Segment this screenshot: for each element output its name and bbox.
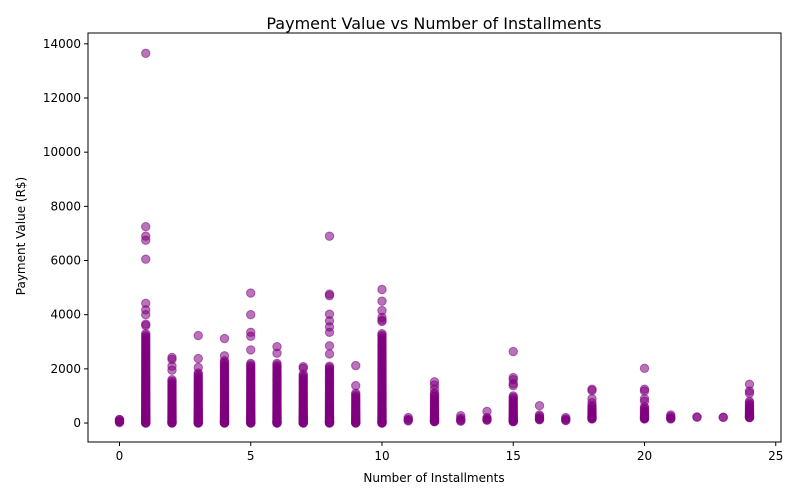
outlier-point xyxy=(272,348,282,358)
x-tick-label: 10 xyxy=(374,449,389,463)
data-point xyxy=(167,375,177,385)
data-point xyxy=(324,361,335,371)
outlier-point xyxy=(193,353,203,364)
outlier-point xyxy=(246,310,256,320)
x-tick-label: 5 xyxy=(247,449,255,463)
data-point xyxy=(692,412,702,422)
outlier-point xyxy=(219,351,230,361)
outlier-point xyxy=(744,388,755,398)
outlier-point xyxy=(377,296,387,306)
y-tick-label: 10000 xyxy=(43,145,81,159)
x-axis-label: Number of Installments xyxy=(363,471,504,485)
outlier-point xyxy=(324,291,335,301)
outlier-point xyxy=(456,411,466,421)
outlier-point xyxy=(508,380,518,391)
outlier-point xyxy=(219,333,230,344)
y-axis-ticks: 0 2000 4000 6000 8000 10000 12000 14000 xyxy=(43,37,88,430)
outlier-point xyxy=(351,360,361,371)
y-axis-label: Payment Value (R$) xyxy=(14,177,28,295)
y-tick-label: 0 xyxy=(73,416,81,430)
plot-frame xyxy=(87,32,782,443)
outlier-point xyxy=(114,416,125,427)
outlier-point xyxy=(193,330,203,341)
chart-title: Payment Value vs Number of Installments xyxy=(266,14,601,33)
data-points xyxy=(114,48,755,428)
outlier-point xyxy=(377,284,387,295)
data-point xyxy=(272,358,282,369)
outlier-point xyxy=(587,385,597,396)
outlier-point xyxy=(429,384,440,394)
data-point xyxy=(561,412,571,423)
y-tick-label: 8000 xyxy=(50,199,81,213)
x-axis-ticks: 0 5 10 15 20 25 xyxy=(116,442,783,463)
outlier-point xyxy=(141,320,151,331)
data-point xyxy=(718,412,728,423)
outlier-point xyxy=(324,327,335,337)
outlier-point xyxy=(482,406,492,417)
x-tick-label: 15 xyxy=(506,449,521,463)
data-point xyxy=(508,391,518,401)
outlier-point xyxy=(587,398,597,408)
outlier-point xyxy=(141,221,151,232)
outlier-point xyxy=(167,365,177,375)
outlier-point xyxy=(324,349,335,359)
outlier-point xyxy=(141,235,151,245)
y-tick-label: 14000 xyxy=(43,37,81,51)
outlier-point xyxy=(639,363,650,374)
x-tick-label: 20 xyxy=(637,449,652,463)
outlier-point xyxy=(534,401,545,411)
data-point xyxy=(246,358,256,369)
outlier-point xyxy=(324,341,335,351)
outlier-point xyxy=(141,310,151,320)
data-point xyxy=(377,328,387,339)
data-point xyxy=(534,410,545,420)
outlier-point xyxy=(246,345,256,355)
data-point xyxy=(744,396,755,407)
data-point xyxy=(141,328,151,339)
outlier-point xyxy=(193,362,203,373)
data-point xyxy=(403,412,413,423)
outlier-point xyxy=(639,396,650,407)
data-point xyxy=(666,410,676,420)
outlier-point xyxy=(351,380,361,391)
x-tick-label: 25 xyxy=(768,449,783,463)
y-tick-label: 4000 xyxy=(50,308,81,322)
y-tick-label: 12000 xyxy=(43,91,81,105)
outlier-point xyxy=(324,231,335,241)
outlier-point xyxy=(508,346,518,357)
outlier-point xyxy=(141,48,151,59)
y-tick-label: 6000 xyxy=(50,254,81,268)
outlier-point xyxy=(246,331,256,342)
outlier-point xyxy=(141,254,151,264)
outlier-point xyxy=(377,316,387,327)
outlier-point xyxy=(298,363,308,374)
y-tick-label: 2000 xyxy=(50,362,81,376)
outlier-point xyxy=(246,288,256,298)
x-tick-label: 0 xyxy=(116,449,124,463)
